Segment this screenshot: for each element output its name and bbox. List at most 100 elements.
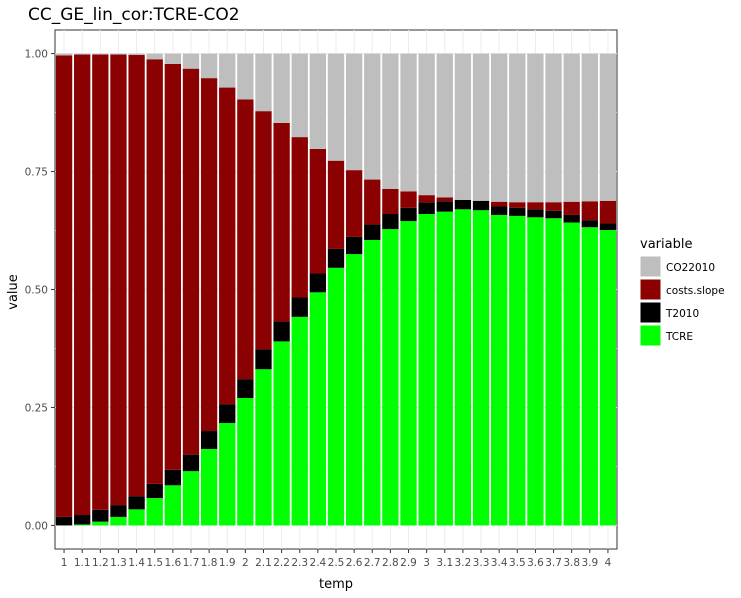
bar-tcre-2.4: [309, 292, 327, 526]
bar-tcre-1.4: [128, 509, 145, 526]
y-tick-label: 0.00: [25, 520, 48, 532]
bar-co22010-3.6: [527, 53, 544, 203]
bar-tcre-3.9: [581, 227, 598, 526]
x-tick-label: 4: [605, 557, 612, 569]
bar-t2010-1.6: [164, 469, 181, 486]
bar-tcre-2.1: [255, 369, 272, 526]
y-tick-label: 0.50: [25, 285, 48, 297]
bar-costs-slope-2.2: [273, 122, 290, 322]
x-tick-label: 2.2: [273, 557, 290, 569]
x-tick-label: 1.3: [110, 557, 127, 569]
x-tick-label: 1.8: [201, 557, 218, 569]
bar-costs-slope-1.4: [128, 55, 145, 497]
legend-key-costs-slope: [639, 278, 662, 301]
bar-co22010-3.5: [509, 53, 526, 203]
x-tick-label: 3.4: [491, 557, 508, 569]
bar-t2010-1.1: [74, 515, 91, 525]
x-tick-label: 1.7: [183, 557, 200, 569]
bar-co22010-3.1: [436, 53, 453, 198]
bar-costs-slope-2.4: [309, 148, 327, 274]
bar-co22010-1.6: [164, 53, 181, 64]
x-tick-label: 2.3: [291, 557, 308, 569]
x-tick-label: 1: [61, 557, 68, 569]
x-tick-label: 1.2: [92, 557, 109, 569]
bar-tcre-1.9: [219, 423, 236, 526]
bar-t2010-3.3: [472, 200, 490, 211]
bar-tcre-1.3: [110, 516, 127, 526]
x-tick-label: 2.5: [328, 557, 345, 569]
bar-tcre-2.6: [345, 254, 363, 526]
legend-label: T2010: [665, 308, 699, 320]
bar-co22010-3.8: [563, 53, 580, 202]
bar-co22010-2.7: [364, 53, 381, 180]
bar-tcre-2.8: [382, 229, 399, 526]
legend-label: TCRE: [665, 331, 693, 343]
bar-costs-slope-2.5: [327, 160, 345, 249]
bar-tcre-3.8: [563, 222, 580, 526]
bar-costs-slope-3.5: [509, 202, 526, 208]
bar-tcre-1.5: [146, 498, 163, 526]
bar-t2010-3.2: [454, 199, 472, 210]
bar-co22010-3.7: [545, 53, 562, 203]
bar-costs-slope-2.7: [364, 179, 381, 225]
bar-tcre-1.8: [200, 448, 218, 526]
bar-co22010-2.3: [291, 53, 308, 138]
bar-co22010-2.5: [327, 53, 345, 161]
bar-costs-slope-1.8: [200, 78, 218, 432]
bar-co22010-1.5: [146, 53, 163, 60]
bar-co22010-1: [55, 53, 73, 56]
bar-costs-slope-3.4: [491, 201, 508, 207]
bar-co22010-1.1: [74, 53, 91, 55]
bar-t2010-1.8: [200, 431, 218, 449]
bar-tcre-2: [237, 398, 254, 526]
legend-key-t2010: [639, 301, 662, 324]
bar-t2010-3.5: [509, 207, 526, 216]
bar-costs-slope-2.6: [345, 170, 363, 237]
bar-t2010-3.9: [581, 220, 598, 228]
bar-tcre-2.9: [400, 221, 417, 526]
bar-t2010-1.5: [146, 483, 163, 499]
bar-co22010-2.8: [382, 53, 399, 190]
x-tick-label: 2.4: [310, 557, 327, 569]
bar-co22010-3.4: [491, 53, 508, 202]
x-tick-label: 3.7: [545, 557, 562, 569]
bar-co22010-1.7: [182, 53, 200, 69]
bar-tcre-2.5: [327, 267, 345, 526]
bar-t2010-2.4: [309, 273, 327, 293]
bar-t2010-2: [237, 379, 254, 399]
bar-t2010-1.7: [182, 454, 200, 472]
x-tick-label: 3: [423, 557, 430, 569]
bar-tcre-3.3: [472, 210, 490, 526]
bar-tcre-1.2: [92, 521, 109, 526]
bar-t2010-1: [55, 516, 73, 526]
bar-tcre-3.1: [436, 211, 453, 526]
bar-tcre-3: [418, 214, 435, 526]
y-tick-label: 0.75: [25, 167, 48, 179]
x-tick-label: 3.8: [563, 557, 580, 569]
legend-label: CO22010: [666, 262, 715, 274]
x-tick-label: 1.4: [128, 557, 145, 569]
bar-tcre-2.3: [291, 316, 308, 526]
bar-co22010-3.3: [472, 53, 490, 201]
x-tick-label: 1.9: [219, 557, 236, 569]
x-tick-label: 1.6: [164, 557, 181, 569]
bar-costs-slope-1.7: [182, 68, 200, 455]
bar-co22010-2: [237, 53, 254, 100]
bar-tcre-2.2: [273, 341, 290, 526]
bar-tcre-1.6: [164, 485, 181, 526]
bar-co22010-3.9: [581, 53, 598, 202]
bar-tcre-3.5: [509, 215, 526, 526]
bar-co22010-1.2: [92, 53, 109, 55]
y-tick-label: 0.25: [25, 402, 48, 414]
bar-t2010-1.2: [92, 509, 109, 522]
bar-t2010-3.8: [563, 214, 580, 223]
legend-key-co22010: [639, 255, 662, 278]
bar-costs-slope-3.1: [436, 197, 453, 202]
bar-t2010-3: [418, 202, 435, 215]
bar-t2010-2.7: [364, 224, 381, 240]
bar-co22010-3: [418, 53, 435, 196]
x-tick-label: 2.9: [400, 557, 417, 569]
y-axis-title: value: [6, 274, 21, 310]
bar-co22010-1.9: [219, 53, 236, 88]
